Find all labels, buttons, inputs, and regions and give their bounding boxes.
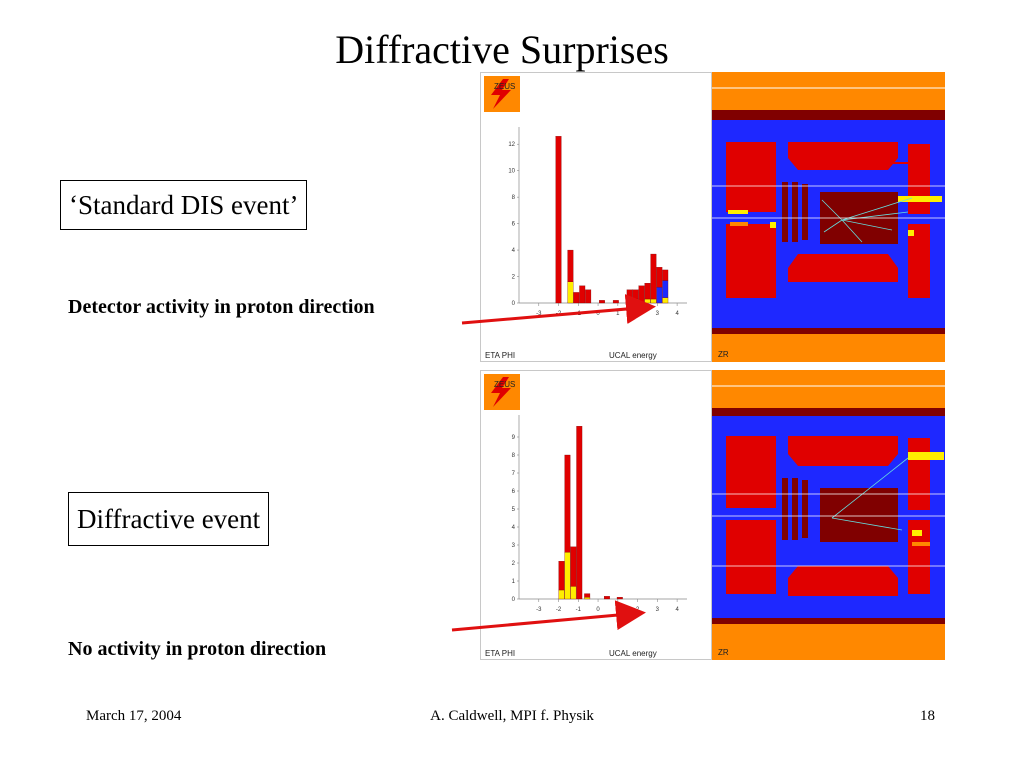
arrow-to-no-activity xyxy=(452,613,640,630)
footer-author: A. Caldwell, MPI f. Physik xyxy=(0,708,1024,725)
arrows-overlay xyxy=(0,0,1024,768)
footer-page-number: 18 xyxy=(920,708,935,725)
arrow-to-proton-activity xyxy=(462,307,650,323)
